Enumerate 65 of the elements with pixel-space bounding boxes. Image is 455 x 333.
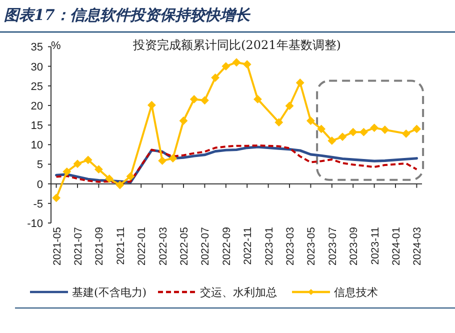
x-tick-label: 2021-09 [94,226,106,266]
point [73,160,82,168]
y-tick-label: 15 [30,120,43,132]
point [296,78,304,87]
x-tick-label: 2024-01 [390,226,402,266]
point [242,60,252,69]
point [232,58,241,67]
point [62,167,72,176]
point [200,96,209,105]
x-tick-label: 2022-05 [178,226,190,266]
legend-label: 交运、水利加总 [200,286,277,299]
point [158,156,166,165]
x-tick-label: 2021-11 [114,226,127,265]
x-tick-label: 2021-07 [72,226,84,266]
point [380,126,390,134]
point [116,180,124,190]
y-tick-label: 35 [30,42,43,54]
point [338,132,347,142]
y-tick-label: 20 [30,100,43,112]
x-tick-label: 2023-03 [284,226,296,266]
point [328,136,336,145]
point [52,194,60,202]
point [348,128,358,136]
y-tick-label: 25 [30,80,43,93]
point [211,73,220,82]
y-tick-label: 30 [30,61,43,74]
point [94,165,103,174]
x-tick-label: 2024-03 [412,226,424,266]
point [412,124,421,134]
legend-label: 基建(不含电力) [72,286,147,299]
chart-subtitle: 投资完成额累计同比(2021年基数调整) [132,38,341,52]
y-axis-title: % [51,40,61,52]
x-tick-label: 2023-09 [348,226,360,266]
y-tick-label: -5 [33,198,43,210]
x-tick-label: 2021-05 [51,226,64,266]
point [84,156,92,164]
point [402,129,410,138]
y-tick-label: 0 [36,178,43,191]
point [285,102,294,110]
x-tick-label: 2022-09 [220,226,233,266]
point [370,124,378,132]
x-tick-label: 2023-11 [369,226,382,265]
x-tick-label: 2022-03 [157,226,170,266]
legend-label: 信息技术 [334,286,378,299]
x-tick-label: 2022-01 [136,226,148,266]
y-tick-label: 10 [30,140,43,152]
point [179,116,188,125]
x-tick-label: 2022-07 [200,226,212,266]
point [254,95,262,104]
point [168,154,178,163]
point [126,172,135,181]
chart-title: 图表17：信息软件投资保持较快增长 [4,6,251,24]
y-tick-label: -10 [27,218,43,230]
point [274,118,284,127]
point [317,124,326,134]
x-tick-label: 2023-05 [306,226,318,266]
point [306,116,315,125]
x-tick-label: 2022-11 [242,226,254,265]
point [105,174,114,183]
x-tick-label: 2023-07 [326,226,339,266]
point [190,95,198,104]
y-tick-label: 5 [36,159,43,172]
point [222,62,230,70]
x-tick-label: 2023-01 [263,226,276,266]
point [360,128,368,136]
